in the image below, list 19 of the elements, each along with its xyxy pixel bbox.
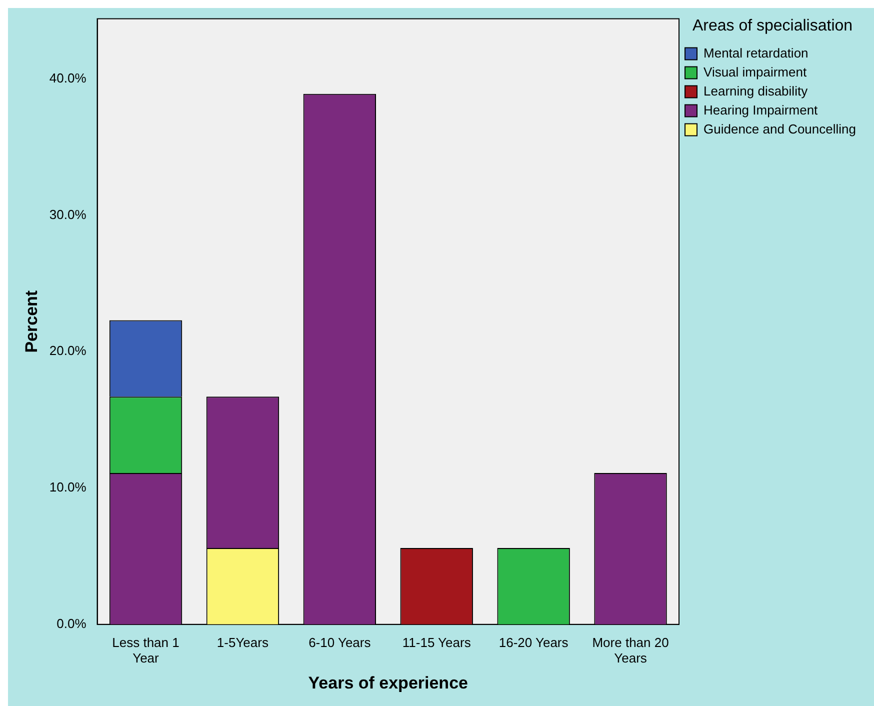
x-tick-label: More than 20 Years — [592, 634, 669, 666]
x-axis-title: Years of experience — [308, 673, 468, 692]
legend-label: Mental retardation — [704, 45, 808, 60]
x-tick-label: 11-15 Years — [402, 634, 472, 650]
x-tick-label: Less than 1 Year — [112, 634, 180, 666]
legend-label: Learning disability — [704, 83, 808, 98]
x-tick-label: 6-10 Years — [308, 634, 372, 650]
y-tick-label: 10.0% — [49, 480, 87, 495]
legend-label: Guidence and Councelling — [704, 121, 856, 136]
y-axis-title: Percent — [22, 290, 41, 353]
x-tick-label: 1-5Years — [216, 634, 269, 650]
y-tick-label: 30.0% — [49, 206, 87, 222]
y-tick-label: 20.0% — [49, 343, 87, 358]
y-tick-label: 40.0% — [49, 70, 87, 86]
x-tick-label: 16-20 Years — [498, 634, 569, 650]
legend-label: Visual impairment — [704, 64, 807, 80]
y-tick-label: 0.0% — [56, 616, 87, 631]
legend-label: Hearing Impairment — [704, 102, 818, 118]
legend-title: Areas of specialisation — [692, 17, 853, 34]
